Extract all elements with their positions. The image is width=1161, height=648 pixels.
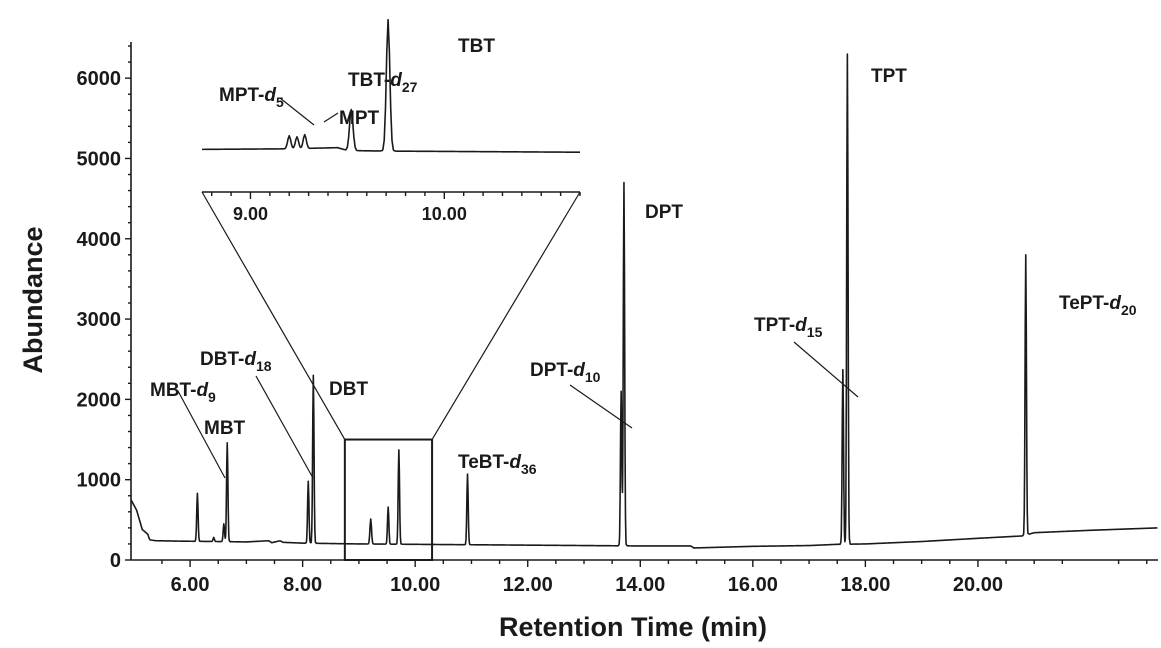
y-tick-label: 2000 <box>77 389 122 411</box>
x-tick-label: 6.00 <box>171 574 210 596</box>
peak-label-tbt: TBT <box>458 36 495 57</box>
zoom-connector-left <box>201 191 346 440</box>
peak-leader-lines <box>177 97 859 479</box>
peak-label-mpt-d5: MPT-d5 <box>219 85 284 110</box>
peak-label-tpt: TPT <box>871 66 907 87</box>
x-tick-label: 10.00 <box>390 574 440 596</box>
y-tick-label: 6000 <box>77 68 122 90</box>
peak-label-dbt: DBT <box>329 379 368 400</box>
peak-label-dbt-d18: DBT-d18 <box>200 349 272 374</box>
leader-dbt-d18 <box>255 375 314 479</box>
x-axis-ticks: 6.00 8.00 10.00 12.00 14.00 16.00 18.00 20.00 <box>161 560 1148 596</box>
zoom-connector-right <box>431 191 581 440</box>
inset-x-axis-ticks: 9.00 10.00 <box>210 192 581 224</box>
peak-label-dpt-d10: DPT-d10 <box>530 360 601 385</box>
inset-chart: 9.00 10.00 <box>201 18 581 224</box>
y-axis-ticks: 0 1000 2000 3000 4000 5000 6000 <box>77 45 131 572</box>
y-tick-label: 5000 <box>77 148 122 170</box>
y-tick-label: 4000 <box>77 229 122 251</box>
x-tick-label: 12.00 <box>503 574 553 596</box>
y-tick-label: 0 <box>110 550 121 572</box>
peak-label-tebt-d36: TeBT-d36 <box>458 452 537 477</box>
x-tick-label: 16.00 <box>728 574 778 596</box>
x-tick-label: 18.00 <box>840 574 890 596</box>
zoom-region-box <box>343 438 434 561</box>
x-axis-title: Retention Time (min) <box>499 612 767 642</box>
peak-label-tept-d20: TePT-d20 <box>1059 293 1137 318</box>
leader-mbt-d9 <box>177 390 226 479</box>
peak-label-dpt: DPT <box>645 202 683 223</box>
peak-label-mbt-d9: MBT-d9 <box>150 380 216 405</box>
y-axis-title: Abundance <box>18 226 48 373</box>
inset-chromatogram-trace <box>201 18 581 154</box>
inset-x-tick-label: 10.00 <box>422 204 467 224</box>
peak-label-tbt-d27: TBT-d27 <box>348 70 418 95</box>
x-tick-label: 20.00 <box>953 574 1003 596</box>
leader-mpt <box>323 112 339 123</box>
x-tick-label: 8.00 <box>283 574 322 596</box>
leader-dpt-d10 <box>569 384 633 429</box>
peak-label-mpt: MPT <box>339 108 380 129</box>
peak-labels: MBT-d9 MBT DBT-d18 DBT TeBT-d36 DPT-d10 … <box>150 36 1137 477</box>
leader-mpt-d5 <box>279 97 315 126</box>
x-tick-label: 14.00 <box>615 574 665 596</box>
y-tick-label: 3000 <box>77 309 122 331</box>
leader-tpt-d15 <box>793 341 859 398</box>
y-tick-label: 1000 <box>77 470 122 492</box>
inset-x-tick-label: 9.00 <box>233 204 268 224</box>
peak-label-tpt-d15: TPT-d15 <box>754 315 823 340</box>
chromatogram-trace <box>130 53 1158 549</box>
peak-label-mbt: MBT <box>204 418 246 439</box>
